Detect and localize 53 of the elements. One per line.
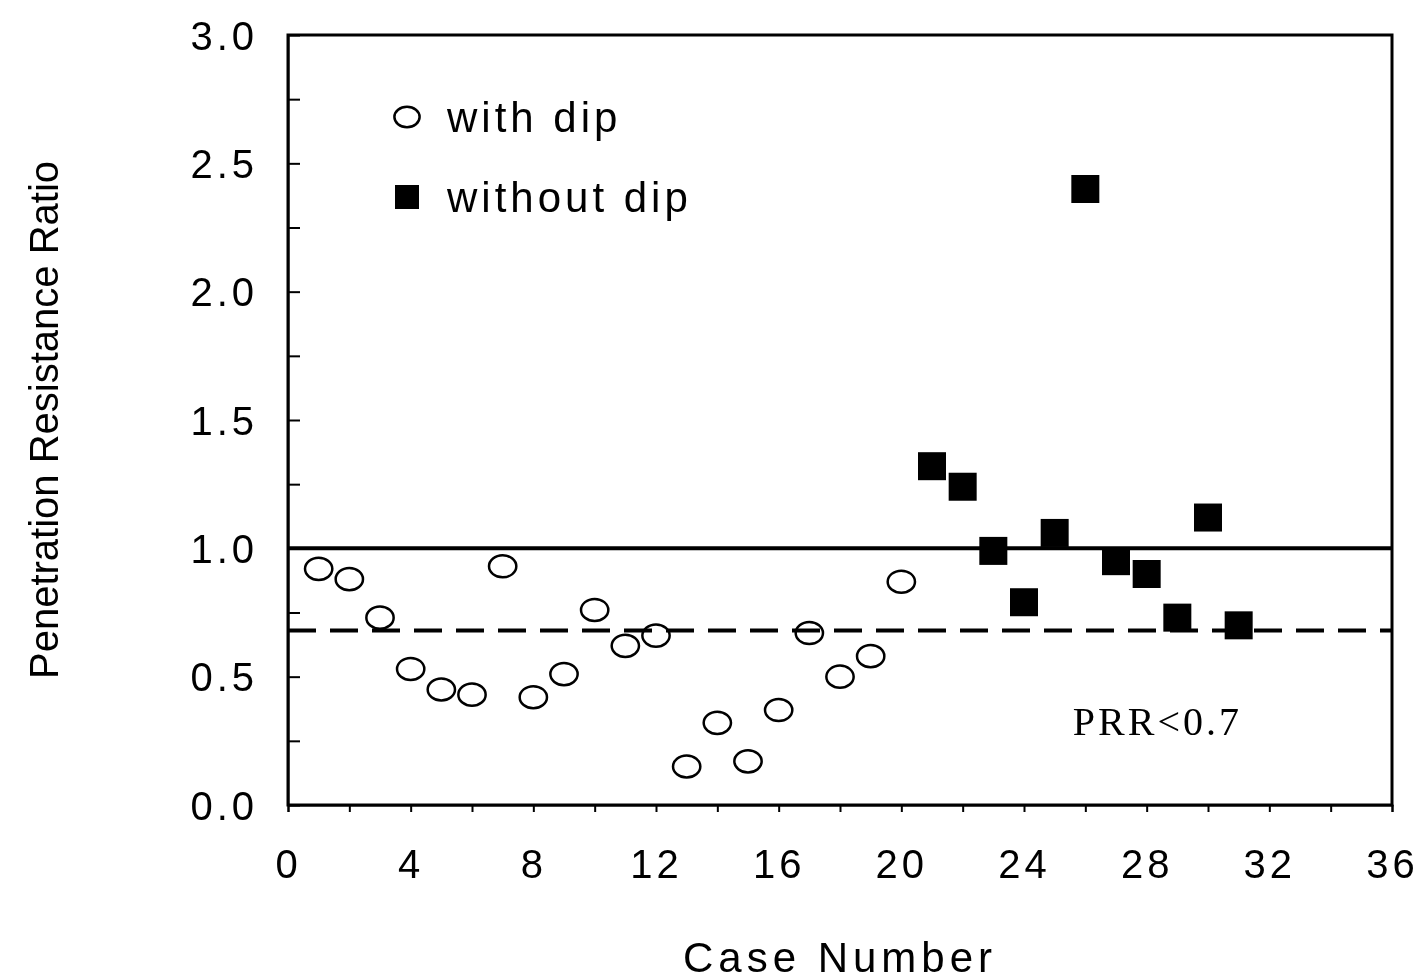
point	[610, 633, 641, 659]
ref-line-label: PRR<0.7	[1072, 699, 1242, 745]
point	[549, 661, 579, 687]
point	[426, 677, 457, 702]
point	[702, 710, 733, 736]
point	[794, 620, 825, 646]
x-axis-title: Case Number	[682, 934, 998, 979]
legend-label: without dip	[446, 173, 692, 221]
point	[303, 556, 334, 582]
point	[671, 754, 702, 779]
y-tick-label: 0.0	[190, 783, 258, 828]
point	[1102, 547, 1130, 576]
point	[1040, 518, 1069, 547]
point	[457, 682, 487, 707]
point	[979, 536, 1008, 565]
point	[334, 566, 365, 592]
point	[579, 597, 610, 623]
y-tick-label: 3.0	[190, 13, 258, 58]
y-tick-label: 2.5	[190, 141, 258, 186]
point	[1071, 175, 1100, 203]
point	[855, 643, 886, 669]
point	[886, 569, 917, 594]
point	[918, 452, 946, 481]
y-tick-label: 0.5	[190, 655, 258, 700]
x-tick-label: 0	[275, 842, 302, 887]
y-tick-label: 1.5	[190, 398, 258, 443]
x-tick-label: 16	[752, 842, 806, 887]
x-tick-label: 8	[520, 842, 547, 887]
point	[365, 605, 395, 630]
point	[1010, 588, 1038, 617]
x-tick-label: 12	[630, 842, 683, 887]
y-axis-title: Penetration Resistance Ratio	[22, 160, 66, 680]
point	[1224, 611, 1253, 640]
point	[733, 749, 763, 774]
x-tick-label: 36	[1366, 842, 1419, 887]
point	[395, 656, 426, 682]
point	[1163, 603, 1192, 632]
y-tick-label: 2.0	[190, 270, 258, 315]
point	[518, 684, 549, 710]
y-tick-label: 1.0	[190, 526, 258, 571]
point	[487, 554, 518, 579]
x-tick-label: 20	[875, 842, 929, 887]
x-tick-label: 4	[398, 842, 425, 887]
x-tick-label: 24	[998, 842, 1051, 887]
point	[948, 472, 977, 501]
legend-label: with dip	[446, 93, 622, 141]
point	[641, 623, 671, 648]
x-tick-label: 28	[1120, 842, 1174, 887]
point	[1194, 503, 1222, 532]
point	[1132, 560, 1161, 588]
point	[825, 664, 855, 689]
x-tick-label: 32	[1243, 842, 1297, 887]
point	[763, 697, 794, 723]
